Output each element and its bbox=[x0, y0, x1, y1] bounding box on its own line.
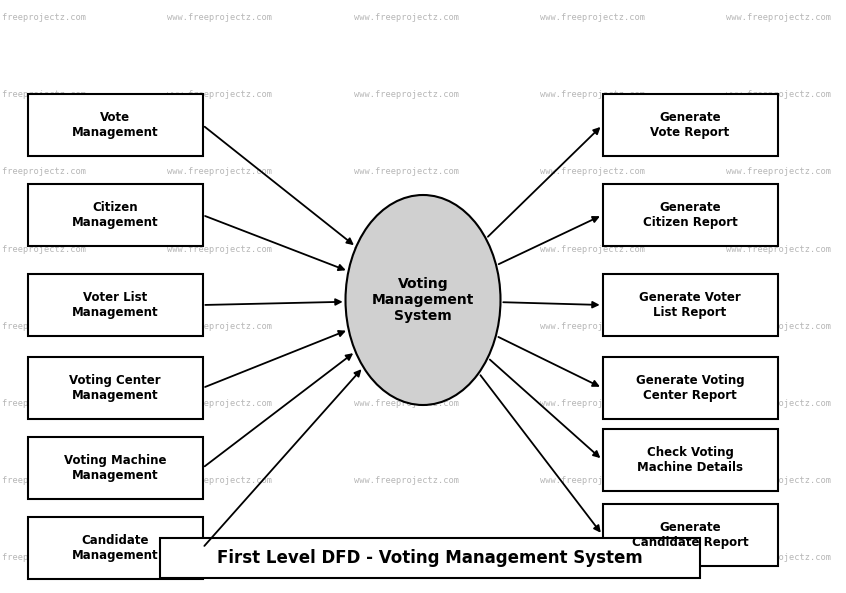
Text: www.freeprojectz.com: www.freeprojectz.com bbox=[726, 90, 831, 100]
Bar bbox=[602, 357, 777, 419]
Text: www.freeprojectz.com: www.freeprojectz.com bbox=[354, 476, 459, 485]
Text: www.freeprojectz.com: www.freeprojectz.com bbox=[354, 321, 459, 331]
Text: Citizen
Management: Citizen Management bbox=[72, 201, 158, 229]
Text: Generate Voter
List Report: Generate Voter List Report bbox=[639, 291, 741, 319]
Text: www.freeprojectz.com: www.freeprojectz.com bbox=[0, 553, 86, 562]
Text: Check Voting
Machine Details: Check Voting Machine Details bbox=[637, 446, 743, 474]
Bar bbox=[28, 184, 202, 246]
Text: Generate
Vote Report: Generate Vote Report bbox=[651, 111, 729, 139]
Text: www.freeprojectz.com: www.freeprojectz.com bbox=[354, 167, 459, 177]
Text: Vote
Management: Vote Management bbox=[72, 111, 158, 139]
Text: www.freeprojectz.com: www.freeprojectz.com bbox=[540, 398, 645, 408]
Text: www.freeprojectz.com: www.freeprojectz.com bbox=[0, 13, 86, 23]
Bar bbox=[28, 274, 202, 336]
Bar bbox=[28, 437, 202, 499]
Text: Generate Voting
Center Report: Generate Voting Center Report bbox=[635, 374, 744, 402]
Bar bbox=[602, 94, 777, 156]
Text: www.freeprojectz.com: www.freeprojectz.com bbox=[168, 13, 272, 23]
Bar bbox=[160, 538, 700, 578]
Text: www.freeprojectz.com: www.freeprojectz.com bbox=[540, 553, 645, 562]
Text: www.freeprojectz.com: www.freeprojectz.com bbox=[540, 90, 645, 100]
Text: www.freeprojectz.com: www.freeprojectz.com bbox=[540, 167, 645, 177]
Bar bbox=[602, 274, 777, 336]
Text: www.freeprojectz.com: www.freeprojectz.com bbox=[0, 476, 86, 485]
Text: Voting
Management
System: Voting Management System bbox=[371, 277, 475, 323]
Text: Generate
Citizen Report: Generate Citizen Report bbox=[643, 201, 738, 229]
Text: www.freeprojectz.com: www.freeprojectz.com bbox=[0, 90, 86, 100]
Text: www.freeprojectz.com: www.freeprojectz.com bbox=[168, 553, 272, 562]
Text: www.freeprojectz.com: www.freeprojectz.com bbox=[0, 398, 86, 408]
Text: www.freeprojectz.com: www.freeprojectz.com bbox=[0, 244, 86, 254]
Text: www.freeprojectz.com: www.freeprojectz.com bbox=[168, 244, 272, 254]
Text: www.freeprojectz.com: www.freeprojectz.com bbox=[168, 398, 272, 408]
Text: www.freeprojectz.com: www.freeprojectz.com bbox=[540, 476, 645, 485]
Text: www.freeprojectz.com: www.freeprojectz.com bbox=[354, 553, 459, 562]
Text: www.freeprojectz.com: www.freeprojectz.com bbox=[726, 398, 831, 408]
Bar bbox=[602, 504, 777, 566]
Text: www.freeprojectz.com: www.freeprojectz.com bbox=[726, 13, 831, 23]
Text: www.freeprojectz.com: www.freeprojectz.com bbox=[726, 553, 831, 562]
Text: www.freeprojectz.com: www.freeprojectz.com bbox=[168, 476, 272, 485]
Text: First Level DFD - Voting Management System: First Level DFD - Voting Management Syst… bbox=[217, 549, 643, 567]
Text: www.freeprojectz.com: www.freeprojectz.com bbox=[168, 167, 272, 177]
Text: www.freeprojectz.com: www.freeprojectz.com bbox=[354, 90, 459, 100]
Text: www.freeprojectz.com: www.freeprojectz.com bbox=[726, 476, 831, 485]
Bar bbox=[28, 357, 202, 419]
Text: www.freeprojectz.com: www.freeprojectz.com bbox=[0, 321, 86, 331]
Text: Generate
Candidate Report: Generate Candidate Report bbox=[632, 521, 749, 549]
Bar bbox=[28, 517, 202, 579]
Text: www.freeprojectz.com: www.freeprojectz.com bbox=[354, 13, 459, 23]
Text: Voting Machine
Management: Voting Machine Management bbox=[63, 454, 167, 482]
Bar bbox=[602, 184, 777, 246]
Bar bbox=[602, 429, 777, 491]
Text: www.freeprojectz.com: www.freeprojectz.com bbox=[354, 244, 459, 254]
Text: www.freeprojectz.com: www.freeprojectz.com bbox=[168, 90, 272, 100]
Text: www.freeprojectz.com: www.freeprojectz.com bbox=[726, 167, 831, 177]
Text: Voting Center
Management: Voting Center Management bbox=[69, 374, 161, 402]
Text: Candidate
Management: Candidate Management bbox=[72, 534, 158, 562]
Ellipse shape bbox=[345, 195, 501, 405]
Text: www.freeprojectz.com: www.freeprojectz.com bbox=[540, 13, 645, 23]
Text: Voter List
Management: Voter List Management bbox=[72, 291, 158, 319]
Text: www.freeprojectz.com: www.freeprojectz.com bbox=[0, 167, 86, 177]
Bar bbox=[28, 94, 202, 156]
Text: www.freeprojectz.com: www.freeprojectz.com bbox=[726, 321, 831, 331]
Text: www.freeprojectz.com: www.freeprojectz.com bbox=[726, 244, 831, 254]
Text: www.freeprojectz.com: www.freeprojectz.com bbox=[168, 321, 272, 331]
Text: www.freeprojectz.com: www.freeprojectz.com bbox=[354, 398, 459, 408]
Text: www.freeprojectz.com: www.freeprojectz.com bbox=[540, 244, 645, 254]
Text: www.freeprojectz.com: www.freeprojectz.com bbox=[540, 321, 645, 331]
